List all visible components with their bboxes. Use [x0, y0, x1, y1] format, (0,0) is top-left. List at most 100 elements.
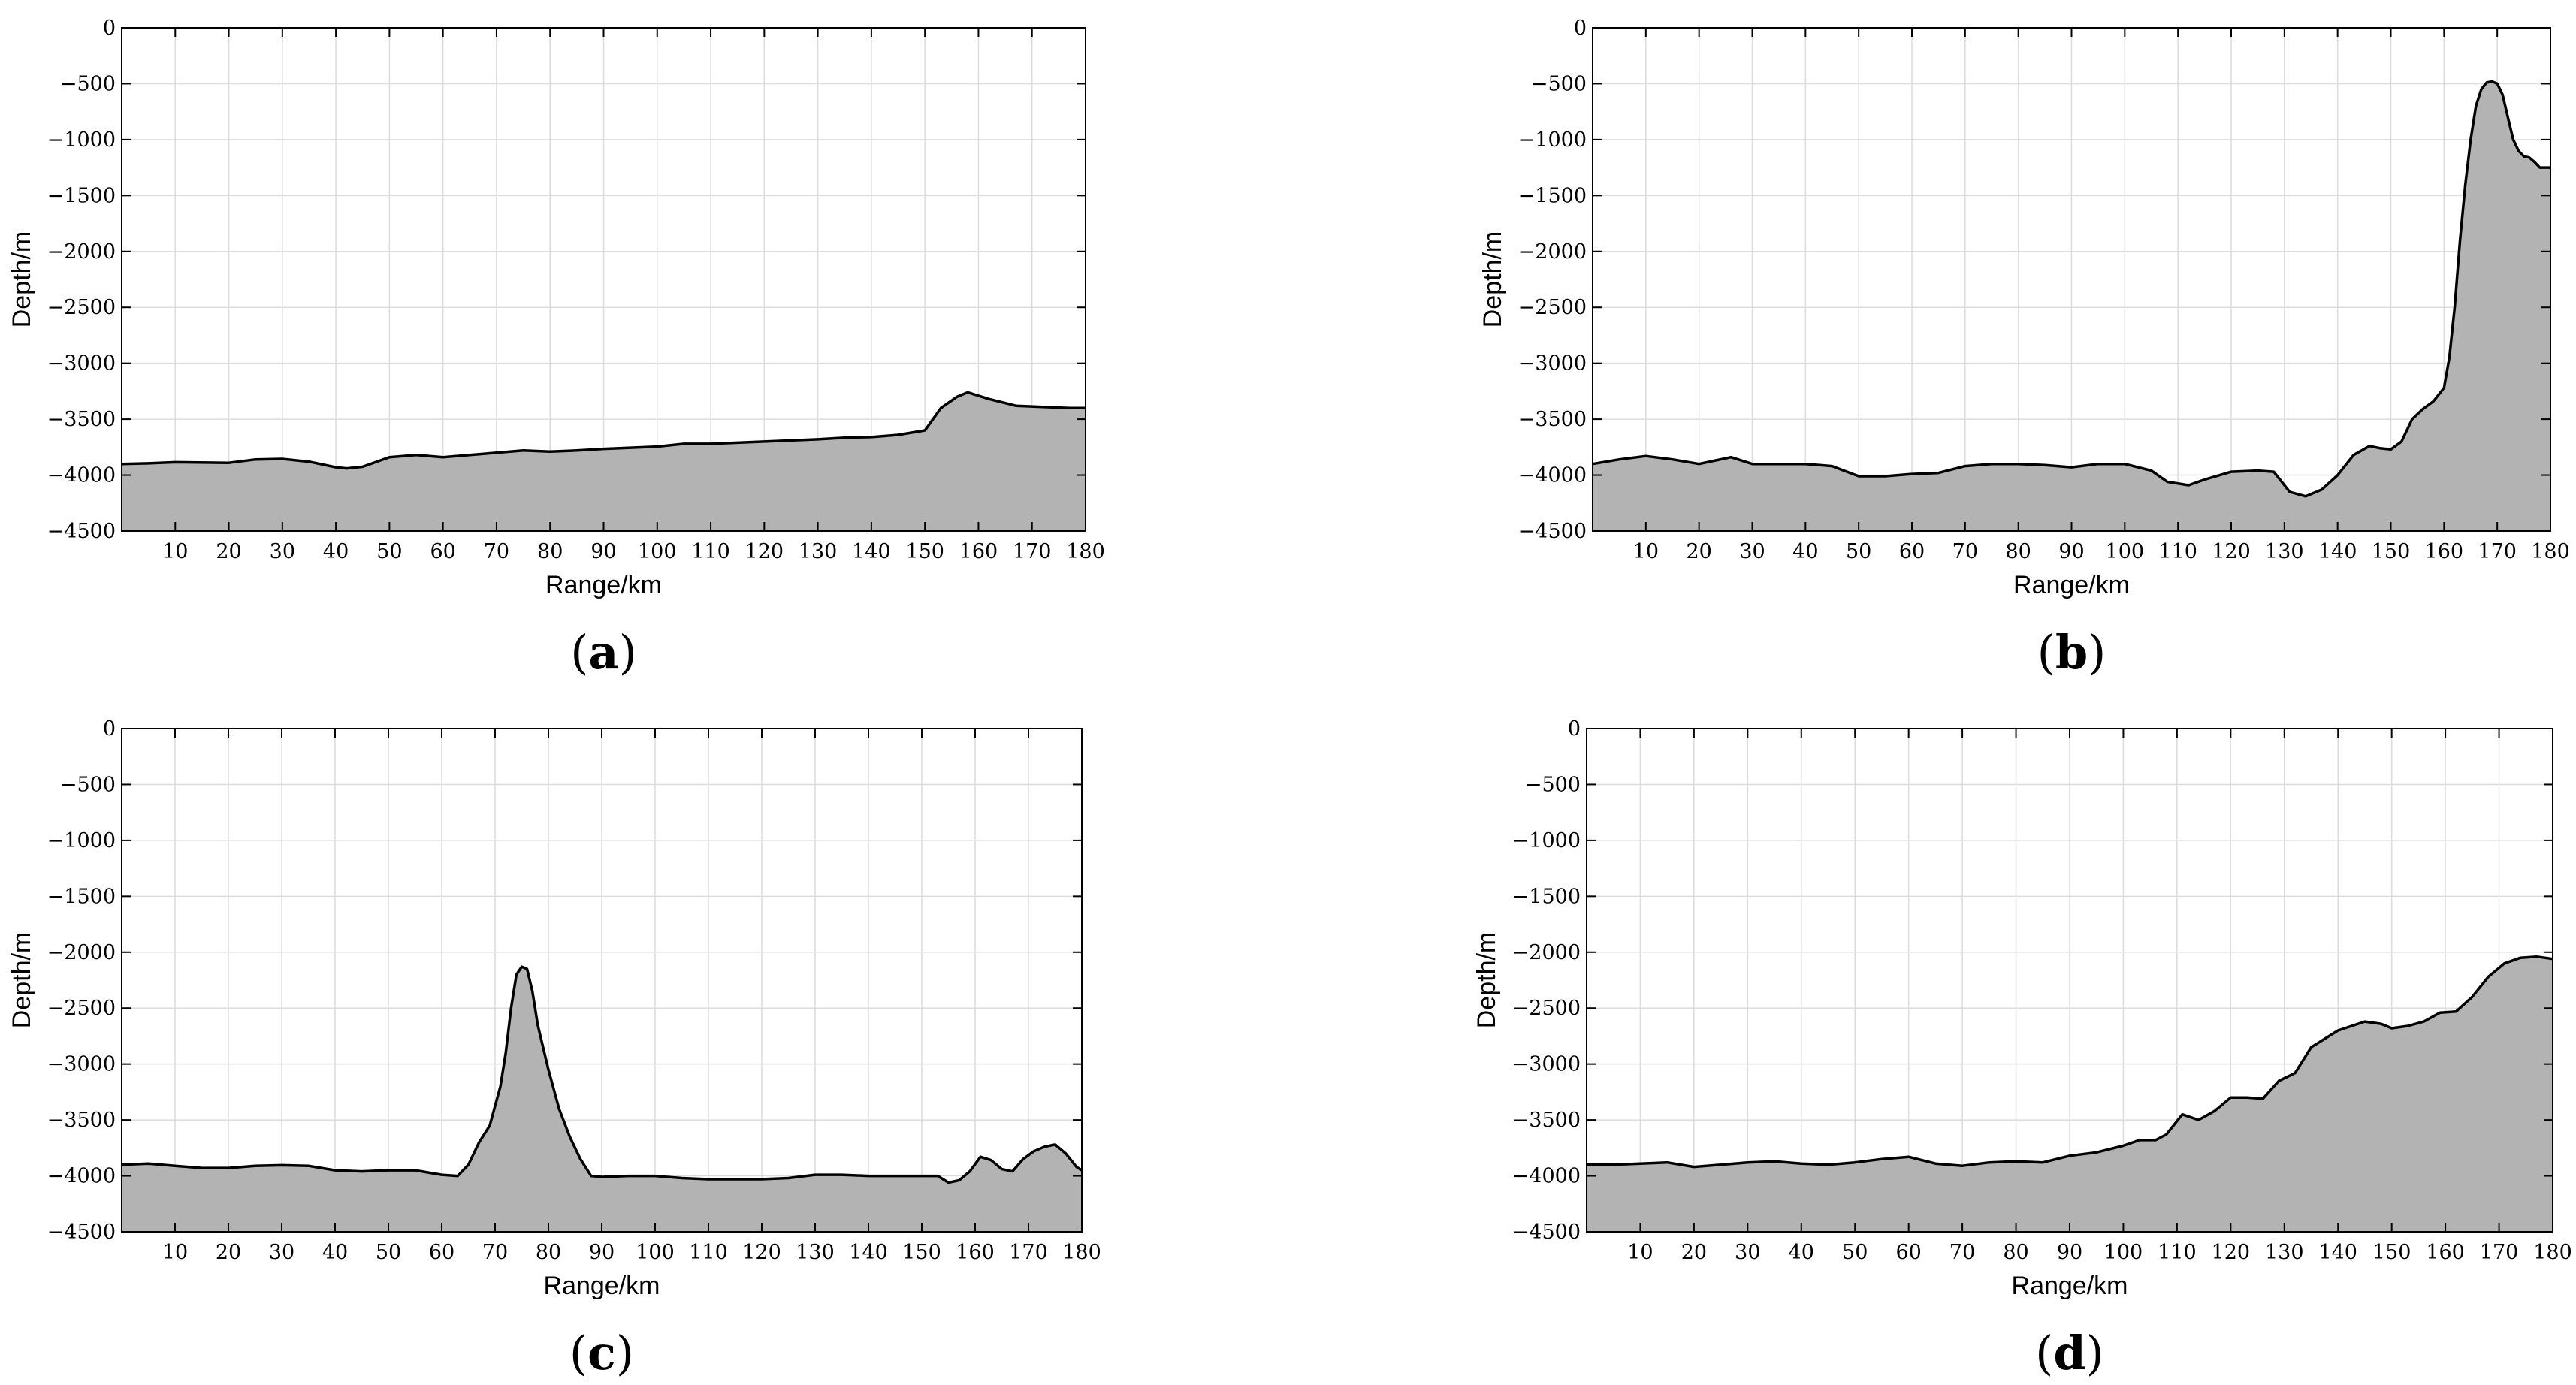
y-tick-label: −2000 — [1512, 941, 1581, 964]
x-tick-label: 20 — [1681, 1241, 1707, 1264]
panel-label: (b) — [2037, 625, 2106, 680]
x-tick-label: 150 — [902, 1241, 941, 1264]
x-tick-label: 60 — [429, 1241, 454, 1264]
x-tick-label: 30 — [269, 1241, 294, 1264]
x-tick-label: 70 — [484, 540, 509, 563]
y-tick-label: 0 — [1568, 717, 1581, 741]
y-tick-label: −500 — [60, 773, 116, 796]
y-tick-label: −4500 — [1512, 1221, 1581, 1244]
seabed-area — [1593, 81, 2550, 531]
x-tick-label: 20 — [216, 540, 241, 563]
seabed-area — [122, 392, 1086, 531]
y-tick-label: −1000 — [47, 829, 116, 852]
y-tick-label: −3000 — [1518, 352, 1587, 376]
y-tick-label: −2000 — [47, 240, 116, 264]
x-tick-label: 10 — [1633, 540, 1659, 563]
y-tick-label: −2000 — [1518, 240, 1587, 264]
y-tick-label: −4500 — [47, 520, 116, 543]
x-tick-label: 100 — [2106, 540, 2145, 563]
x-tick-label: 10 — [1627, 1241, 1653, 1264]
x-tick-label: 110 — [2158, 540, 2197, 563]
x-tick-label: 30 — [270, 540, 295, 563]
y-tick-label: −1500 — [47, 885, 116, 908]
y-tick-label: −1500 — [47, 184, 116, 207]
y-tick-label: −2500 — [47, 997, 116, 1020]
x-tick-label: 170 — [1013, 540, 1052, 563]
y-tick-label: −3000 — [47, 352, 116, 376]
y-tick-label: −3500 — [1518, 408, 1587, 431]
y-tick-label: −2500 — [47, 296, 116, 319]
y-tick-label: −1000 — [1518, 128, 1587, 152]
x-tick-label: 90 — [590, 540, 616, 563]
x-tick-label: 80 — [537, 540, 563, 563]
x-tick-label: 50 — [1842, 1241, 1868, 1264]
y-tick-label: −1500 — [1512, 885, 1581, 908]
x-tick-label: 140 — [2318, 540, 2357, 563]
y-axis-label: Depth/m — [8, 932, 36, 1029]
x-tick-label: 150 — [2372, 540, 2411, 563]
x-tick-label: 60 — [1895, 1241, 1921, 1264]
y-tick-label: −4000 — [1512, 1165, 1581, 1188]
y-tick-label: −1000 — [47, 128, 116, 152]
y-tick-label: −3500 — [47, 1109, 116, 1132]
y-tick-label: −4000 — [1518, 464, 1587, 487]
y-tick-label: −2000 — [47, 941, 116, 964]
x-axis-label: Range/km — [545, 571, 662, 599]
bathymetry-profile-line — [1592, 80, 2550, 498]
x-axis-label: Range/km — [2013, 571, 2130, 599]
x-tick-label: 80 — [536, 1241, 561, 1264]
x-tick-label: 150 — [905, 540, 944, 563]
bathymetry-profile-line — [121, 965, 1083, 1184]
y-tick-label: −500 — [1525, 773, 1581, 796]
x-tick-label: 20 — [216, 1241, 241, 1264]
x-tick-label: 120 — [2212, 1241, 2251, 1264]
panel-label: (d) — [2035, 1326, 2104, 1380]
x-tick-label: 120 — [2212, 540, 2251, 563]
y-axis-label: Depth/m — [1478, 231, 1507, 328]
seabed-area — [1587, 956, 2553, 1232]
x-tick-label: 80 — [2005, 540, 2031, 563]
x-tick-label: 120 — [742, 1241, 781, 1264]
x-tick-label: 40 — [1789, 1241, 1814, 1264]
y-tick-label: −1000 — [1512, 829, 1581, 852]
panel-c: 10 20 30 40 50 60 70 80 90 100 110 120 130 140 150 160 1… — [8, 717, 1101, 1380]
x-tick-label: 140 — [852, 540, 891, 563]
x-tick-label: 40 — [323, 540, 349, 563]
x-tick-label: 160 — [2426, 1241, 2465, 1264]
panel-a: 10 20 30 40 50 60 70 80 90 100 110 120 130 140 150 160 1… — [8, 17, 1105, 680]
x-tick-label: 150 — [2372, 1241, 2411, 1264]
x-tick-label: 80 — [2003, 1241, 2028, 1264]
seabed-area — [122, 967, 1082, 1232]
x-tick-label: 70 — [482, 1241, 508, 1264]
x-tick-label: 120 — [745, 540, 784, 563]
x-tick-label: 40 — [322, 1241, 348, 1264]
y-tick-label: 0 — [103, 17, 116, 40]
x-tick-label: 140 — [849, 1241, 888, 1264]
x-tick-label: 180 — [1066, 540, 1105, 563]
panel-label: (a) — [570, 625, 637, 680]
y-tick-label: −4500 — [47, 1221, 116, 1244]
x-tick-label: 100 — [636, 1241, 675, 1264]
x-tick-label: 40 — [1792, 540, 1818, 563]
bathymetry-profile-line — [1587, 955, 2553, 1169]
x-axis-label: Range/km — [544, 1272, 660, 1300]
y-tick-label: −4000 — [47, 1165, 116, 1188]
x-tick-label: 30 — [1735, 1241, 1760, 1264]
x-tick-label: 160 — [2425, 540, 2464, 563]
x-tick-label: 20 — [1686, 540, 1711, 563]
x-tick-label: 90 — [2058, 540, 2084, 563]
x-tick-label: 170 — [1009, 1241, 1048, 1264]
y-tick-label: −3500 — [47, 408, 116, 431]
x-tick-label: 100 — [638, 540, 677, 563]
y-tick-label: −3000 — [47, 1053, 116, 1076]
x-tick-label: 60 — [1899, 540, 1925, 563]
x-tick-label: 170 — [2478, 540, 2517, 563]
x-tick-label: 160 — [959, 540, 998, 563]
x-tick-label: 100 — [2104, 1241, 2143, 1264]
panel-d: 10 20 30 40 50 60 70 80 90 100 110 120 130 140 150 160 1… — [1472, 717, 2572, 1380]
x-tick-label: 130 — [2265, 1241, 2304, 1264]
x-tick-label: 10 — [162, 1241, 188, 1264]
x-tick-label: 130 — [2265, 540, 2304, 563]
x-tick-label: 50 — [1846, 540, 1871, 563]
